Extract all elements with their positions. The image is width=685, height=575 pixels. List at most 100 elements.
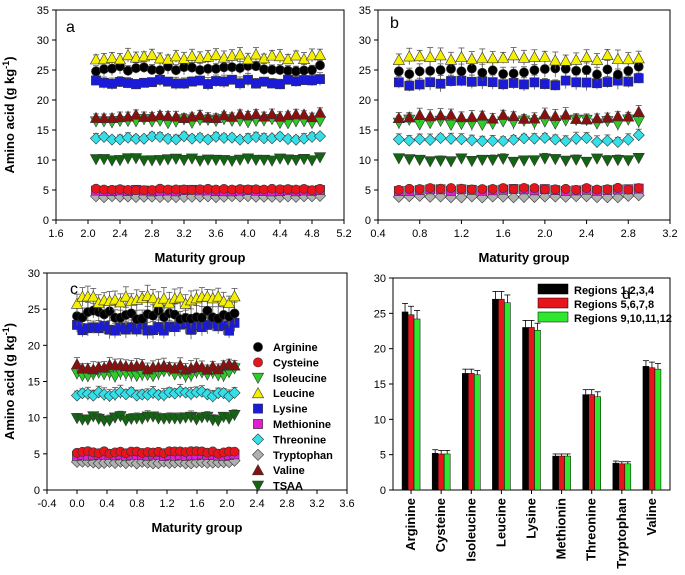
data-point [539,79,550,89]
x-axis-label: Maturity group [479,250,570,265]
data-point [424,110,437,122]
data-point [590,112,604,124]
data-point [425,183,436,193]
y-tick-label: 20 [28,340,40,352]
x-tick-label: 2.8 [279,498,294,510]
data-point [424,190,437,203]
data-point [222,296,236,308]
data-point [403,154,416,166]
data-point [444,132,458,145]
data-point [497,134,510,148]
data-point [602,77,613,87]
data-point [297,52,311,65]
data-point [508,68,519,79]
data-point [225,155,239,167]
x-tick-label: 4.0 [240,228,255,240]
data-point [313,48,327,60]
y-tick-label: 25 [37,65,49,77]
bar-methionin [558,455,565,491]
data-point [487,65,498,76]
data-point [137,110,151,122]
data-point [403,50,416,62]
y-tick-label: 25 [28,304,40,316]
data-point [249,107,263,120]
bar-cysteine [431,453,439,491]
data-point [456,183,467,194]
data-point [623,184,634,195]
data-point [486,134,499,147]
y-tick-label: 5 [380,450,386,462]
data-point [70,297,84,309]
data-point [201,111,215,123]
data-point [465,52,478,64]
x-tick-label: 4.4 [272,228,287,240]
data-point [571,65,582,76]
bar-lysine [534,330,541,491]
data-point [392,111,405,124]
data-point [632,129,645,142]
data-point [455,153,468,165]
data-point [249,131,263,144]
data-point [434,131,447,144]
data-point [113,155,127,167]
data-point [265,107,279,120]
data-point [145,155,159,167]
x-tick-label: 0.8 [129,498,144,510]
data-point [611,52,624,65]
data-point [580,131,593,144]
data-point [87,290,100,302]
bar-tryptophan [624,463,632,491]
legend-swatch [537,297,569,309]
data-point [632,52,645,64]
data-point [538,108,551,120]
data-point [519,67,529,78]
data-point [229,308,240,319]
data-point [89,111,103,123]
y-axis-label: Amino acid (g kg-1) [1,323,17,440]
x-tick-label: 2.0 [219,498,234,510]
x-axis-label: Maturity group [152,520,243,535]
data-point [497,108,510,120]
y-tick-label: 10 [28,413,40,425]
data-point [498,79,509,90]
data-point [517,51,531,63]
legend-marker-cysteine [253,357,263,368]
data-point [477,184,488,194]
y-tick-label: 5 [34,449,40,461]
data-point [435,78,446,89]
y-tick-label: 35 [359,5,371,17]
series-threonine [89,130,327,146]
bar-lysine [528,327,535,491]
category-label: Isoleucine [463,498,478,562]
data-point [153,108,167,121]
data-point [622,155,635,167]
legend-marker-valine [251,463,265,476]
data-point [434,155,447,167]
data-point [601,48,614,61]
data-point [497,153,510,165]
category-label: Cysteine [433,498,448,552]
data-point [592,69,602,80]
data-point [197,312,207,323]
data-point [169,50,183,62]
data-point [413,133,426,146]
data-point [174,359,187,371]
legend-label: Lysine [273,404,307,416]
bar-threonine [582,394,589,491]
bar-tryptophan [612,462,620,491]
x-tick-label: 3.6 [208,228,223,240]
data-point [456,66,467,77]
data-point [177,155,191,167]
x-tick-label: 0.4 [370,228,385,240]
panel-letter: b [390,15,399,32]
data-point [185,49,199,61]
series-valine [392,104,645,125]
data-point [119,290,132,302]
data-point [622,133,635,146]
legend-label: Regions 5,6,7,8 [574,299,654,311]
data-point [444,53,458,65]
x-tick-label: 5.2 [336,228,351,240]
y-tick-label: 30 [359,35,371,47]
x-tick-label: 0.4 [99,498,114,510]
y-tick-label: 25 [374,308,386,320]
